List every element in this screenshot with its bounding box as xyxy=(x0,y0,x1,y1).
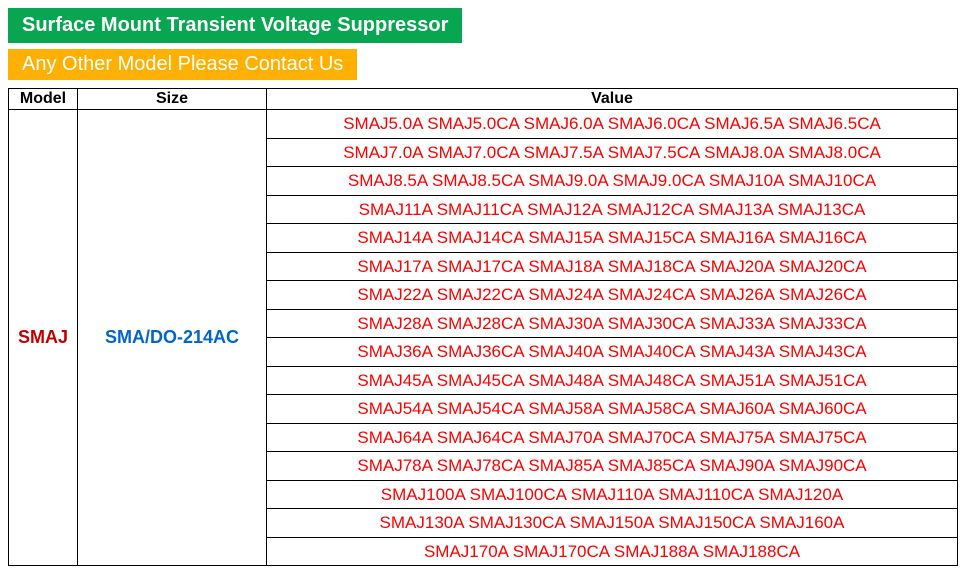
header-value: Value xyxy=(267,89,958,110)
value-cell: SMAJ45A SMAJ45CA SMAJ48A SMAJ48CA SMAJ51… xyxy=(267,366,958,395)
value-cell: SMAJ14A SMAJ14CA SMAJ15A SMAJ15CA SMAJ16… xyxy=(267,224,958,253)
value-cell: SMAJ17A SMAJ17CA SMAJ18A SMAJ18CA SMAJ20… xyxy=(267,252,958,281)
value-cell: SMAJ28A SMAJ28CA SMAJ30A SMAJ30CA SMAJ33… xyxy=(267,309,958,338)
model-cell: SMAJ xyxy=(9,110,78,566)
size-cell: SMA/DO-214AC xyxy=(78,110,267,566)
table-row: SMAJSMA/DO-214ACSMAJ5.0A SMAJ5.0CA SMAJ6… xyxy=(9,110,958,139)
value-cell: SMAJ22A SMAJ22CA SMAJ24A SMAJ24CA SMAJ26… xyxy=(267,281,958,310)
value-cell: SMAJ64A SMAJ64CA SMAJ70A SMAJ70CA SMAJ75… xyxy=(267,423,958,452)
value-cell: SMAJ8.5A SMAJ8.5CA SMAJ9.0A SMAJ9.0CA SM… xyxy=(267,167,958,196)
value-cell: SMAJ170A SMAJ170CA SMAJ188A SMAJ188CA xyxy=(267,537,958,566)
title-banner: Surface Mount Transient Voltage Suppress… xyxy=(8,8,462,43)
value-cell: SMAJ78A SMAJ78CA SMAJ85A SMAJ85CA SMAJ90… xyxy=(267,452,958,481)
value-cell: SMAJ11A SMAJ11CA SMAJ12A SMAJ12CA SMAJ13… xyxy=(267,195,958,224)
value-cell: SMAJ100A SMAJ100CA SMAJ110A SMAJ110CA SM… xyxy=(267,480,958,509)
value-cell: SMAJ130A SMAJ130CA SMAJ150A SMAJ150CA SM… xyxy=(267,509,958,538)
header-model: Model xyxy=(9,89,78,110)
subtitle-banner: Any Other Model Please Contact Us xyxy=(8,49,357,80)
value-cell: SMAJ36A SMAJ36CA SMAJ40A SMAJ40CA SMAJ43… xyxy=(267,338,958,367)
header-size: Size xyxy=(78,89,267,110)
value-cell: SMAJ54A SMAJ54CA SMAJ58A SMAJ58CA SMAJ60… xyxy=(267,395,958,424)
value-cell: SMAJ7.0A SMAJ7.0CA SMAJ7.5A SMAJ7.5CA SM… xyxy=(267,138,958,167)
parts-table: Model Size Value SMAJSMA/DO-214ACSMAJ5.0… xyxy=(8,88,958,566)
value-cell: SMAJ5.0A SMAJ5.0CA SMAJ6.0A SMAJ6.0CA SM… xyxy=(267,110,958,139)
